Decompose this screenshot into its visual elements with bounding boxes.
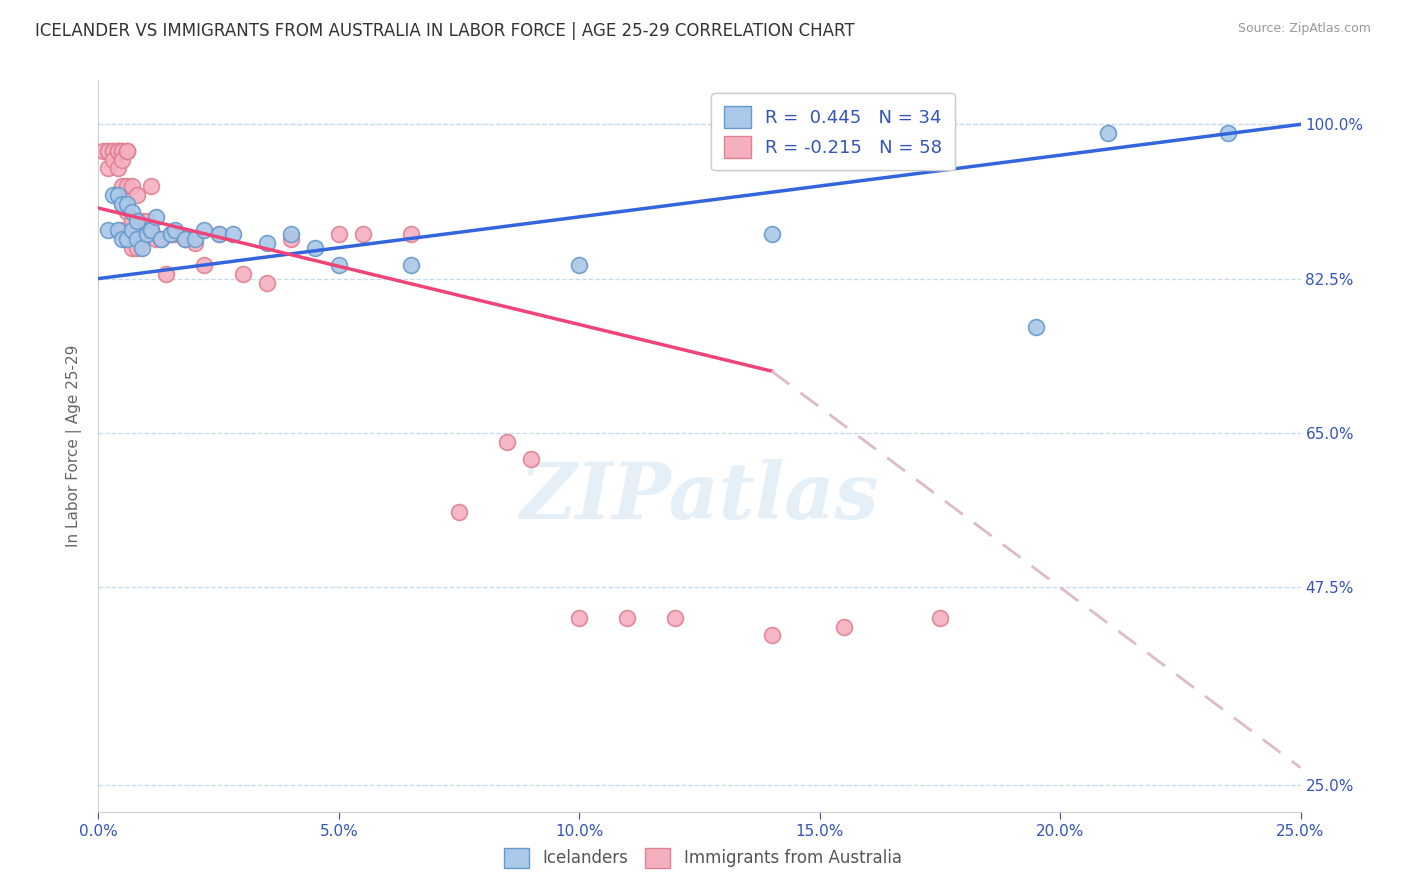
Point	[928, 611, 950, 625]
Point	[141, 223, 163, 237]
Text: ZIPatlas: ZIPatlas	[520, 459, 879, 535]
Point	[256, 276, 278, 290]
Point	[664, 611, 686, 625]
Legend: Icelanders, Immigrants from Australia: Icelanders, Immigrants from Australia	[498, 841, 908, 875]
Point	[117, 144, 139, 158]
Point	[256, 236, 278, 251]
Point	[174, 232, 197, 246]
Point	[208, 227, 231, 242]
Point	[183, 232, 205, 246]
Point	[159, 227, 181, 242]
Point	[149, 232, 172, 246]
Point	[141, 179, 163, 194]
Point	[1025, 320, 1047, 334]
Legend: R =  0.445   N = 34, R = -0.215   N = 58: R = 0.445 N = 34, R = -0.215 N = 58	[711, 93, 955, 170]
Point	[97, 144, 120, 158]
Point	[107, 144, 129, 158]
Point	[121, 241, 143, 255]
Point	[111, 232, 134, 246]
Point	[232, 267, 254, 281]
Point	[111, 144, 134, 158]
Point	[447, 505, 470, 519]
Point	[121, 179, 143, 194]
Point	[135, 214, 157, 228]
Point	[97, 223, 120, 237]
Point	[117, 144, 139, 158]
Point	[121, 205, 143, 219]
Point	[145, 210, 167, 224]
Point	[222, 227, 245, 242]
Point	[304, 241, 326, 255]
Point	[145, 232, 167, 246]
Point	[174, 232, 197, 246]
Point	[117, 196, 139, 211]
Point	[135, 223, 157, 237]
Point	[131, 214, 153, 228]
Point	[352, 227, 374, 242]
Point	[280, 232, 302, 246]
Point	[111, 223, 134, 237]
Point	[125, 214, 148, 228]
Point	[117, 205, 139, 219]
Point	[280, 227, 302, 242]
Point	[107, 223, 129, 237]
Point	[149, 232, 172, 246]
Point	[111, 196, 134, 211]
Point	[399, 227, 422, 242]
Point	[117, 144, 139, 158]
Point	[193, 258, 215, 272]
Point	[761, 628, 783, 642]
Point	[91, 144, 114, 158]
Y-axis label: In Labor Force | Age 25-29: In Labor Force | Age 25-29	[66, 345, 83, 547]
Point	[111, 196, 134, 211]
Point	[616, 611, 638, 625]
Point	[111, 144, 134, 158]
Point	[101, 144, 124, 158]
Point	[1218, 126, 1240, 140]
Point	[135, 227, 157, 242]
Point	[97, 161, 120, 176]
Point	[165, 223, 187, 237]
Point	[107, 144, 129, 158]
Point	[520, 452, 543, 467]
Point	[568, 258, 591, 272]
Point	[193, 223, 215, 237]
Point	[125, 187, 148, 202]
Point	[131, 241, 153, 255]
Point	[208, 227, 231, 242]
Point	[125, 223, 148, 237]
Point	[111, 179, 134, 194]
Point	[101, 153, 124, 167]
Point	[832, 620, 855, 634]
Point	[399, 258, 422, 272]
Point	[496, 434, 519, 449]
Point	[107, 187, 129, 202]
Point	[155, 267, 177, 281]
Point	[183, 236, 205, 251]
Point	[328, 227, 350, 242]
Point	[111, 153, 134, 167]
Point	[117, 179, 139, 194]
Point	[117, 232, 139, 246]
Point	[568, 611, 591, 625]
Point	[101, 144, 124, 158]
Point	[97, 144, 120, 158]
Point	[107, 161, 129, 176]
Point	[101, 187, 124, 202]
Point	[165, 227, 187, 242]
Point	[1097, 126, 1119, 140]
Point	[761, 227, 783, 242]
Text: ICELANDER VS IMMIGRANTS FROM AUSTRALIA IN LABOR FORCE | AGE 25-29 CORRELATION CH: ICELANDER VS IMMIGRANTS FROM AUSTRALIA I…	[35, 22, 855, 40]
Text: Source: ZipAtlas.com: Source: ZipAtlas.com	[1237, 22, 1371, 36]
Point	[131, 232, 153, 246]
Point	[107, 144, 129, 158]
Point	[328, 258, 350, 272]
Point	[125, 241, 148, 255]
Point	[121, 214, 143, 228]
Point	[159, 227, 181, 242]
Point	[125, 232, 148, 246]
Point	[121, 223, 143, 237]
Point	[141, 223, 163, 237]
